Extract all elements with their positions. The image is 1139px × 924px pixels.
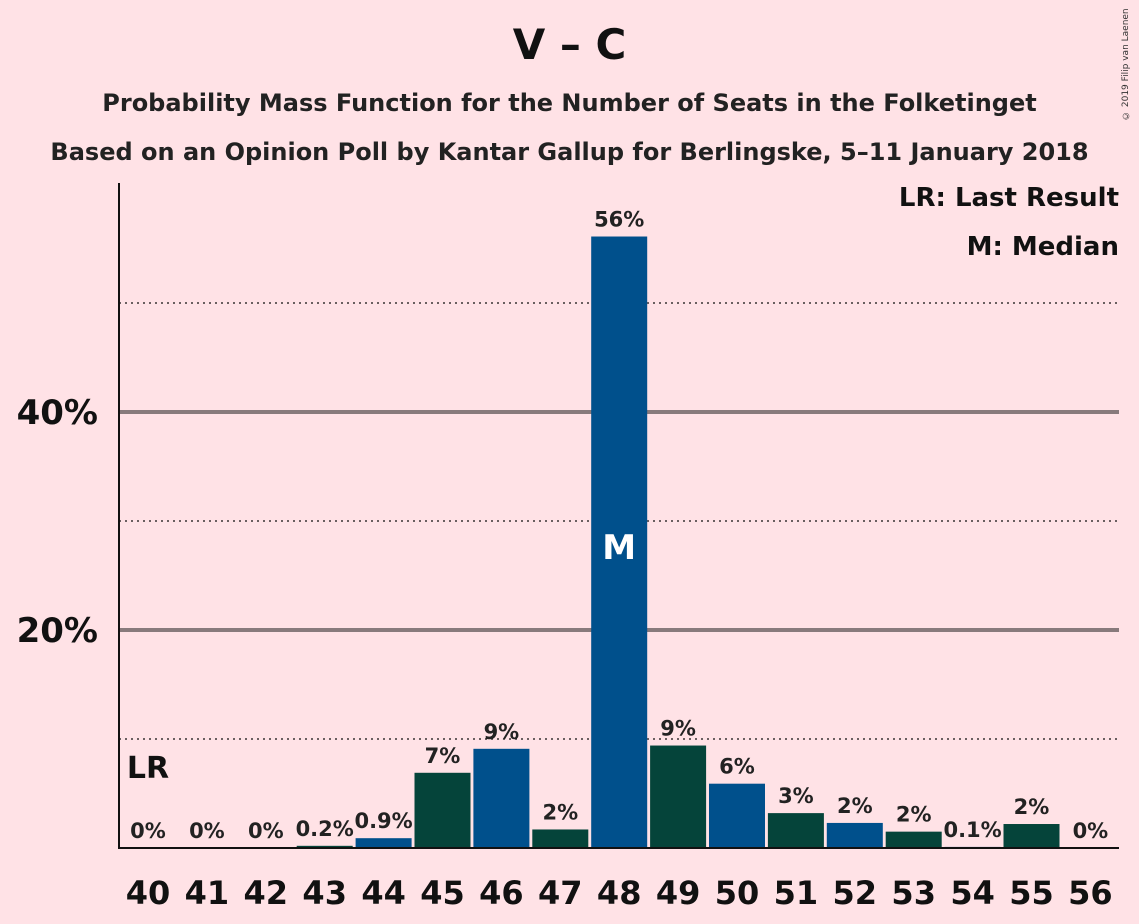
data-label-54: 0.1% bbox=[943, 818, 1001, 842]
bar-45 bbox=[414, 772, 471, 848]
bar-50 bbox=[709, 783, 765, 848]
data-label-41: 0% bbox=[189, 819, 225, 843]
data-label-53: 2% bbox=[896, 803, 932, 827]
bar-46 bbox=[473, 748, 530, 848]
bar-43 bbox=[296, 845, 353, 848]
data-label-45: 7% bbox=[425, 744, 461, 768]
labels: 20% 40% 0% 40 0% 41 0% 42 0.2% 43 0.9% 44 7% 45 9% 46 2%… bbox=[17, 208, 1113, 912]
x-tick-label-56: 56 bbox=[1068, 874, 1113, 912]
chart-title: V – C bbox=[512, 20, 627, 69]
bar-52 bbox=[826, 822, 883, 848]
x-tick-label-48: 48 bbox=[597, 874, 642, 912]
x-tick-label-40: 40 bbox=[126, 874, 171, 912]
median-marker: M bbox=[602, 528, 636, 568]
chart-subtitle-1: Probability Mass Function for the Number… bbox=[102, 89, 1037, 117]
bars bbox=[296, 236, 1060, 848]
x-tick-label-45: 45 bbox=[420, 874, 465, 912]
data-label-48: 56% bbox=[594, 208, 644, 232]
bar-47 bbox=[532, 829, 589, 848]
data-label-52: 2% bbox=[837, 794, 873, 818]
x-tick-label-49: 49 bbox=[656, 874, 701, 912]
bar-49 bbox=[650, 745, 707, 848]
y-tick-label: 20% bbox=[17, 611, 98, 651]
bar-51 bbox=[767, 813, 824, 848]
x-tick-label-52: 52 bbox=[833, 874, 878, 912]
x-tick-label-53: 53 bbox=[891, 874, 936, 912]
bar-55 bbox=[1003, 824, 1060, 848]
y-tick-label: 40% bbox=[17, 393, 98, 433]
x-tick-label-51: 51 bbox=[774, 874, 819, 912]
bar-53 bbox=[885, 831, 942, 848]
chart-subtitle-2: Based on an Opinion Poll by Kantar Gallu… bbox=[50, 138, 1089, 166]
data-label-40: 0% bbox=[130, 819, 166, 843]
data-label-42: 0% bbox=[248, 819, 284, 843]
x-tick-label-42: 42 bbox=[244, 874, 289, 912]
x-tick-label-54: 54 bbox=[950, 874, 995, 912]
legend-median: M: Median bbox=[966, 232, 1119, 262]
last-result-marker: LR bbox=[127, 751, 169, 786]
data-label-46: 9% bbox=[484, 720, 520, 744]
x-tick-label-47: 47 bbox=[538, 874, 583, 912]
data-label-44: 0.9% bbox=[354, 809, 412, 833]
x-tick-label-41: 41 bbox=[185, 874, 230, 912]
axes bbox=[118, 183, 1119, 849]
bar-44 bbox=[355, 838, 412, 848]
x-tick-label-55: 55 bbox=[1009, 874, 1054, 912]
data-label-51: 3% bbox=[778, 784, 814, 808]
data-label-56: 0% bbox=[1073, 819, 1109, 843]
x-tick-label-44: 44 bbox=[361, 874, 406, 912]
data-label-50: 6% bbox=[719, 755, 755, 779]
x-tick-label-46: 46 bbox=[479, 874, 524, 912]
x-tick-label-43: 43 bbox=[302, 874, 347, 912]
data-label-47: 2% bbox=[542, 800, 578, 824]
data-label-43: 0.2% bbox=[296, 817, 354, 841]
data-label-49: 9% bbox=[660, 717, 696, 741]
x-tick-label-50: 50 bbox=[715, 874, 760, 912]
legend-last-result: LR: Last Result bbox=[898, 183, 1119, 213]
bar-48 bbox=[591, 236, 648, 848]
data-label-55: 2% bbox=[1014, 795, 1050, 819]
